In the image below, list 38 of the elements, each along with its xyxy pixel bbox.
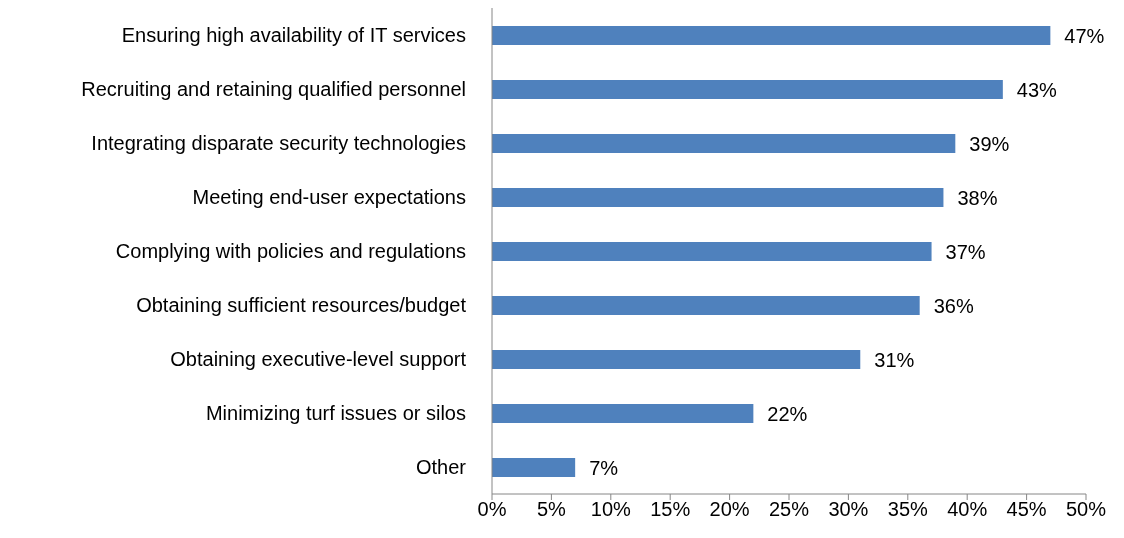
y-tick-label: Meeting end-user expectations — [192, 186, 466, 209]
bar — [492, 458, 576, 477]
data-label: 39% — [969, 132, 1010, 155]
y-tick-label: Complying with policies and regulations — [115, 240, 466, 263]
y-tick-label: Other — [415, 456, 467, 479]
x-tick-label: 0% — [477, 498, 507, 521]
y-tick-label: Obtaining executive-level support — [170, 348, 467, 371]
x-tick-label: 50% — [1065, 498, 1107, 521]
data-label: 7% — [589, 456, 619, 479]
bar — [492, 296, 920, 315]
data-label: 22% — [767, 402, 808, 425]
bar — [492, 350, 861, 369]
data-label: 36% — [933, 294, 974, 317]
bar — [492, 188, 944, 207]
x-tick-label: 10% — [590, 498, 632, 521]
y-tick-label: Obtaining sufficient resources/budget — [136, 294, 467, 317]
data-label: 31% — [874, 348, 915, 371]
x-tick-label: 5% — [536, 498, 567, 521]
y-tick-label: Recruiting and retaining qualified personnel — [81, 78, 466, 101]
y-tick-label: Minimizing turf issues or silos — [205, 402, 466, 425]
data-label: 47% — [1064, 24, 1105, 47]
x-tick-label: 25% — [768, 498, 810, 521]
y-tick-label: Integrating disparate security technologies — [91, 132, 466, 155]
x-tick-label: 40% — [947, 498, 988, 521]
x-tick-label: 35% — [887, 498, 929, 521]
data-label: 43% — [1016, 78, 1058, 101]
x-tick-label: 20% — [709, 498, 750, 521]
x-tick-label: 45% — [1006, 498, 1047, 521]
y-tick-label: Ensuring high availability of IT services — [121, 24, 466, 47]
bar — [492, 26, 1051, 45]
data-label: 37% — [945, 240, 986, 263]
data-label: 38% — [957, 186, 998, 209]
bar — [492, 134, 956, 153]
bar — [492, 242, 932, 261]
bar — [492, 80, 1003, 99]
bar — [492, 404, 754, 423]
x-tick-label: 15% — [650, 498, 691, 521]
x-tick-label: 30% — [828, 498, 869, 521]
